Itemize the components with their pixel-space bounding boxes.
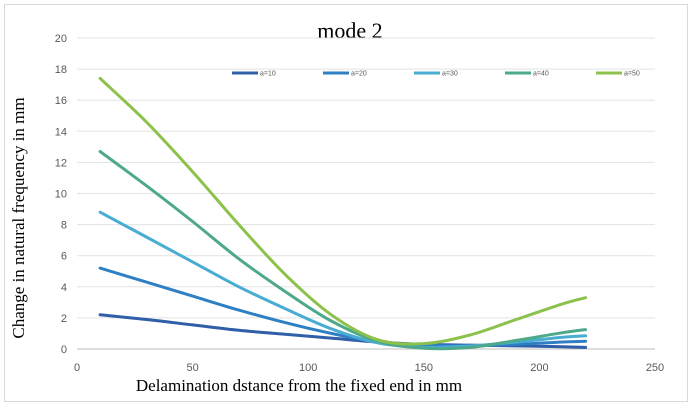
series-line-a-10 <box>98 313 588 349</box>
x-tick-label: 150 <box>415 362 433 374</box>
x-tick-label: 50 <box>186 362 198 374</box>
legend-label: a=40 <box>533 71 549 78</box>
x-axis-title: Delamination dstance from the fixed end … <box>136 376 462 395</box>
series-lines <box>98 76 588 351</box>
x-tick-label: 200 <box>530 362 548 374</box>
x-tick-label: 0 <box>74 362 80 374</box>
y-tick-label: 14 <box>55 126 67 138</box>
gridlines <box>77 37 655 350</box>
legend-label: a=50 <box>624 71 640 78</box>
legend-label: a=30 <box>442 71 458 78</box>
chart-title: mode 2 <box>317 18 382 43</box>
y-axis-title: Change in natural frequency in mm <box>9 97 28 338</box>
y-tick-label: 8 <box>61 220 67 232</box>
series-line-a-40 <box>98 150 588 351</box>
y-tick-label: 10 <box>55 189 67 201</box>
y-tick-label: 18 <box>55 64 67 76</box>
y-tick-label: 2 <box>61 313 67 325</box>
legend: a=10 a=20 a=30 a=40 a=50 <box>232 71 640 78</box>
legend-label: a=20 <box>351 71 367 78</box>
series-line-a-30 <box>98 210 588 350</box>
y-tick-label: 0 <box>61 344 67 356</box>
x-tick-labels: 0 50 100 150 200 250 <box>74 362 664 374</box>
x-tick-label: 100 <box>299 362 317 374</box>
y-tick-label: 20 <box>55 33 67 45</box>
x-tick-label: 250 <box>646 362 664 374</box>
series-line-a-50 <box>98 76 588 346</box>
y-tick-labels: 0 2 4 6 8 10 12 14 16 18 20 <box>55 33 67 356</box>
legend-label: a=10 <box>260 71 276 78</box>
y-tick-label: 12 <box>55 157 67 169</box>
y-tick-label: 16 <box>55 95 67 107</box>
y-tick-label: 4 <box>61 282 67 294</box>
y-tick-label: 6 <box>61 251 67 263</box>
